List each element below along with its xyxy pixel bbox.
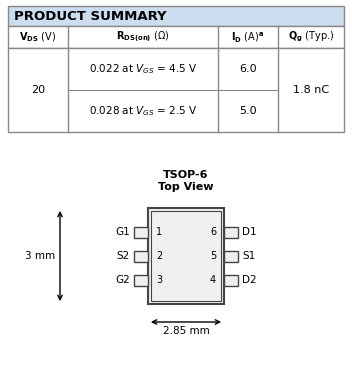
Text: 6.0: 6.0 bbox=[239, 64, 257, 74]
Bar bbox=[151, 211, 221, 301]
Text: 6: 6 bbox=[210, 227, 216, 237]
Text: G1: G1 bbox=[115, 227, 130, 237]
Bar bbox=[134, 274, 148, 285]
Text: D2: D2 bbox=[242, 275, 257, 285]
Text: 2: 2 bbox=[156, 251, 162, 261]
Text: $\mathbf{Q_{g}}$ (Typ.): $\mathbf{Q_{g}}$ (Typ.) bbox=[288, 30, 334, 44]
Text: 0.028 at $\mathit{V_{GS}}$ = 2.5 V: 0.028 at $\mathit{V_{GS}}$ = 2.5 V bbox=[89, 104, 197, 118]
Text: 2.85 mm: 2.85 mm bbox=[163, 326, 209, 336]
Bar bbox=[8, 26, 344, 48]
Text: Top View: Top View bbox=[158, 182, 214, 192]
Text: 3: 3 bbox=[156, 275, 162, 285]
Text: $\mathbf{V_{DS}}$ (V): $\mathbf{V_{DS}}$ (V) bbox=[19, 30, 57, 44]
Text: G2: G2 bbox=[115, 275, 130, 285]
Bar bbox=[134, 226, 148, 238]
Text: 20: 20 bbox=[31, 85, 45, 95]
Bar bbox=[8, 48, 344, 132]
Text: 3 mm: 3 mm bbox=[25, 251, 55, 261]
Text: S2: S2 bbox=[117, 251, 130, 261]
Text: 5.0: 5.0 bbox=[239, 106, 257, 116]
Text: 1: 1 bbox=[156, 227, 162, 237]
Text: S1: S1 bbox=[242, 251, 255, 261]
Text: 0.022 at $\mathit{V_{GS}}$ = 4.5 V: 0.022 at $\mathit{V_{GS}}$ = 4.5 V bbox=[89, 62, 197, 76]
Bar bbox=[8, 6, 344, 26]
Text: 1.8 nC: 1.8 nC bbox=[293, 85, 329, 95]
Bar bbox=[224, 274, 238, 285]
Bar bbox=[134, 250, 148, 261]
Text: D1: D1 bbox=[242, 227, 257, 237]
Text: $\mathbf{R_{DS(on)}}$ ($\Omega$): $\mathbf{R_{DS(on)}}$ ($\Omega$) bbox=[116, 30, 170, 44]
Bar bbox=[224, 250, 238, 261]
Text: 5: 5 bbox=[210, 251, 216, 261]
Text: $\mathbf{I_{D}}$ (A)$^{\mathbf{a}}$: $\mathbf{I_{D}}$ (A)$^{\mathbf{a}}$ bbox=[231, 30, 265, 44]
Bar bbox=[224, 226, 238, 238]
Bar bbox=[148, 208, 224, 304]
Text: TSOP-6: TSOP-6 bbox=[163, 170, 209, 180]
Text: PRODUCT SUMMARY: PRODUCT SUMMARY bbox=[14, 9, 166, 23]
Text: 4: 4 bbox=[210, 275, 216, 285]
